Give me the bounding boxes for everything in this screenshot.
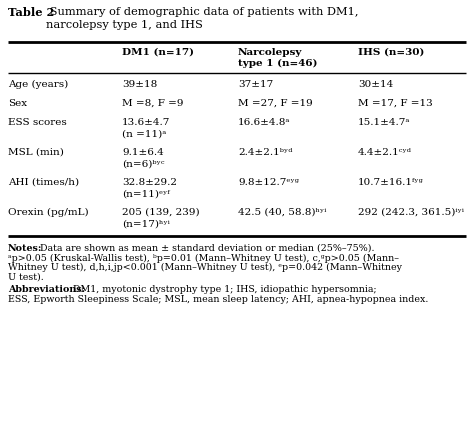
Text: 292 (242.3, 361.5)ⁱʸⁱ: 292 (242.3, 361.5)ⁱʸⁱ bbox=[358, 208, 464, 217]
Text: M =27, F =19: M =27, F =19 bbox=[238, 99, 313, 108]
Text: (n=6)ᵇʸᶜ: (n=6)ᵇʸᶜ bbox=[122, 160, 164, 169]
Text: Whitney U test), d,h,i,jp<0.001 (Mann–Whitney U test), ᵉp=0.042 (Mann–Whitney: Whitney U test), d,h,i,jp<0.001 (Mann–Wh… bbox=[8, 263, 402, 272]
Text: Orexin (pg/mL): Orexin (pg/mL) bbox=[8, 208, 89, 217]
Text: 13.6±4.7: 13.6±4.7 bbox=[122, 118, 170, 127]
Text: 9.1±6.4: 9.1±6.4 bbox=[122, 148, 164, 157]
Text: 4.4±2.1ᶜʸᵈ: 4.4±2.1ᶜʸᵈ bbox=[358, 148, 412, 157]
Text: 30±14: 30±14 bbox=[358, 80, 393, 89]
Text: ESS, Epworth Sleepiness Scale; MSL, mean sleep latency; AHI, apnea-hypopnea inde: ESS, Epworth Sleepiness Scale; MSL, mean… bbox=[8, 294, 428, 304]
Text: Table 2: Table 2 bbox=[8, 7, 55, 18]
Text: (n=17)ʰʸⁱ: (n=17)ʰʸⁱ bbox=[122, 220, 170, 229]
Text: 42.5 (40, 58.8)ʰʸⁱ: 42.5 (40, 58.8)ʰʸⁱ bbox=[238, 208, 327, 217]
Text: 205 (139, 239): 205 (139, 239) bbox=[122, 208, 200, 217]
Text: Data are shown as mean ± standard deviation or median (25%–75%).: Data are shown as mean ± standard deviat… bbox=[37, 244, 374, 253]
Text: 39±18: 39±18 bbox=[122, 80, 157, 89]
Text: 10.7±16.1ᶠʸᵍ: 10.7±16.1ᶠʸᵍ bbox=[358, 178, 424, 187]
Text: Notes:: Notes: bbox=[8, 244, 42, 253]
Text: 9.8±12.7ᵉʸᵍ: 9.8±12.7ᵉʸᵍ bbox=[238, 178, 299, 187]
Text: M =17, F =13: M =17, F =13 bbox=[358, 99, 433, 108]
Text: Sex: Sex bbox=[8, 99, 27, 108]
Text: Summary of demographic data of patients with DM1,
narcolepsy type 1, and IHS: Summary of demographic data of patients … bbox=[46, 7, 358, 30]
Text: Narcolepsy: Narcolepsy bbox=[238, 48, 302, 57]
Text: ESS scores: ESS scores bbox=[8, 118, 67, 127]
Text: DM1 (n=17): DM1 (n=17) bbox=[122, 48, 194, 57]
Text: IHS (n=30): IHS (n=30) bbox=[358, 48, 424, 57]
Text: 16.6±4.8ᵃ: 16.6±4.8ᵃ bbox=[238, 118, 291, 127]
Text: Abbreviations:: Abbreviations: bbox=[8, 285, 85, 294]
Text: 37±17: 37±17 bbox=[238, 80, 273, 89]
Text: AHI (times/h): AHI (times/h) bbox=[8, 178, 79, 187]
Text: DM1, myotonic dystrophy type 1; IHS, idiopathic hypersomnia;: DM1, myotonic dystrophy type 1; IHS, idi… bbox=[70, 285, 377, 294]
Text: Age (years): Age (years) bbox=[8, 80, 68, 89]
Text: MSL (min): MSL (min) bbox=[8, 148, 64, 157]
Text: (n =11)ᵃ: (n =11)ᵃ bbox=[122, 130, 166, 139]
Text: M =8, F =9: M =8, F =9 bbox=[122, 99, 183, 108]
Text: 32.8±29.2: 32.8±29.2 bbox=[122, 178, 177, 187]
Text: (n=11)ᵉʸᶠ: (n=11)ᵉʸᶠ bbox=[122, 190, 170, 199]
Text: ᵃp>0.05 (Kruskal-Wallis test), ᵇp=0.01 (Mann–Whitney U test), c,ᵍp>0.05 (Mann–: ᵃp>0.05 (Kruskal-Wallis test), ᵇp=0.01 (… bbox=[8, 254, 399, 263]
Text: type 1 (n=46): type 1 (n=46) bbox=[238, 59, 318, 68]
Text: 15.1±4.7ᵃ: 15.1±4.7ᵃ bbox=[358, 118, 410, 127]
Text: 2.4±2.1ᵇʸᵈ: 2.4±2.1ᵇʸᵈ bbox=[238, 148, 292, 157]
Text: U test).: U test). bbox=[8, 273, 44, 282]
